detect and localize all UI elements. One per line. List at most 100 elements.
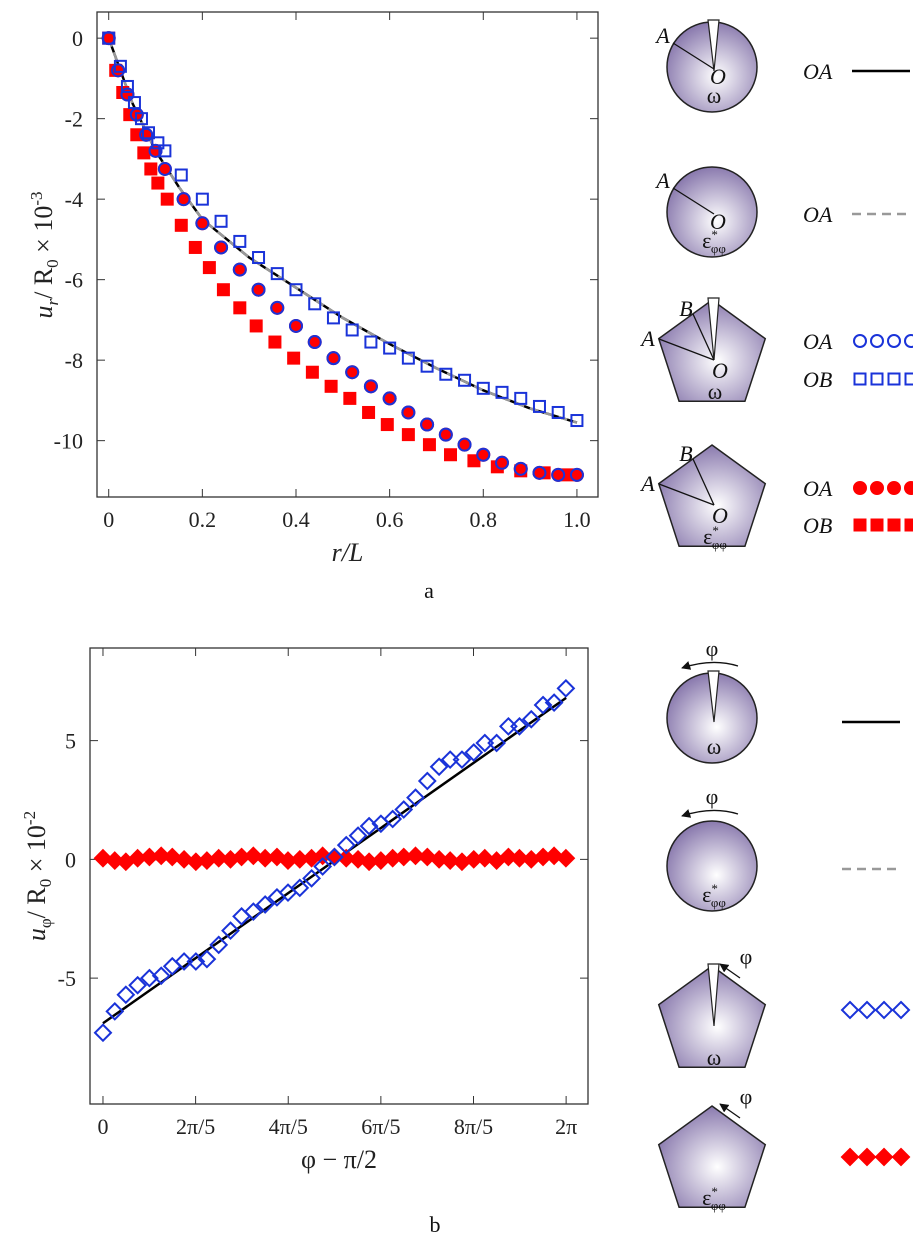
data-point: [406, 846, 425, 866]
data-point: [144, 162, 158, 176]
data-point: [401, 351, 415, 365]
x-axis-label: r/L: [332, 538, 364, 567]
data-point: [417, 771, 437, 791]
diagram-arrow: [681, 809, 739, 818]
data-point: [362, 405, 376, 419]
diagram-slit: [707, 297, 720, 361]
data-point: [252, 251, 266, 265]
legend-swatch: [857, 1147, 877, 1167]
diagram-label-part: φφ: [712, 537, 727, 552]
diagram-label-part: *: [711, 1184, 718, 1199]
diagram-arrow: [719, 1103, 741, 1119]
data-point: [440, 851, 460, 870]
diagram-label: O: [710, 64, 726, 89]
data-point: [232, 262, 247, 277]
data-point: [458, 373, 472, 387]
data-point: [214, 240, 229, 255]
y-axis-label-part: 0: [36, 879, 55, 888]
legend-swatch: [891, 1147, 911, 1167]
y-tick-label: -2: [65, 107, 83, 132]
data-point: [363, 379, 378, 394]
legend-swatch: [891, 1000, 911, 1020]
data-point: [382, 391, 397, 406]
data-point: [176, 192, 191, 207]
diagram-label-part: ε: [702, 1185, 711, 1210]
legend-swatch: [853, 372, 867, 386]
panel-label: a: [424, 578, 434, 603]
diagram-slit: [707, 670, 720, 723]
data-point: [444, 448, 458, 462]
diagram-line: [658, 338, 715, 361]
data-point: [289, 283, 303, 297]
data-point: [498, 847, 518, 867]
data-point: [105, 1001, 125, 1021]
data-point: [255, 895, 275, 914]
legend-swatch: [840, 1147, 860, 1167]
x-axis-label: φ − π/2: [301, 1145, 377, 1174]
data-point: [139, 127, 154, 142]
y-axis-label-part: -2: [20, 811, 39, 825]
data-point: [476, 447, 491, 462]
data-point: [439, 367, 453, 381]
data-point: [476, 381, 490, 395]
legend-label: OA: [803, 202, 833, 227]
legend-label: OA: [803, 329, 833, 354]
y-axis-label-part: × 10: [22, 825, 51, 879]
data-point: [186, 952, 206, 971]
diagram-label: ε* φφ: [702, 227, 726, 256]
data-point: [113, 59, 127, 73]
diagram-label-part: ε: [703, 524, 712, 549]
legend-swatch: [853, 334, 867, 348]
data-point: [487, 733, 507, 753]
data-point: [120, 87, 135, 102]
diagram-line: [692, 458, 715, 506]
data-point: [216, 283, 230, 297]
data-point: [233, 301, 247, 315]
legend-swatch: [874, 1000, 894, 1020]
y-axis-label-part: / R: [29, 267, 58, 299]
data-point: [420, 359, 434, 373]
data-point: [429, 757, 449, 777]
data-point: [406, 788, 425, 808]
diagram-label: O: [712, 358, 728, 383]
data-point: [556, 678, 576, 698]
data-point: [305, 365, 319, 379]
data-point: [308, 297, 322, 311]
diagram-shape: [657, 965, 767, 1069]
data-point: [452, 750, 472, 770]
data-point: [551, 405, 565, 419]
y-axis-label-part: / R: [22, 887, 51, 919]
data-point: [383, 809, 403, 829]
data-point: [475, 848, 495, 868]
diagram-label: φ: [706, 784, 719, 809]
data-point: [142, 126, 156, 140]
data-point: [394, 800, 414, 819]
diagram-label-part: ε: [702, 882, 711, 907]
panel-label: b: [430, 1212, 441, 1237]
legend-label: OA: [803, 59, 833, 84]
data-point: [343, 391, 357, 405]
x-tick-label: 1.0: [563, 507, 591, 532]
legend-swatch: [887, 518, 901, 532]
data-point: [383, 341, 397, 355]
data-point: [202, 261, 216, 275]
data-point: [510, 716, 529, 736]
data-point: [158, 144, 172, 158]
y-tick-label: -8: [65, 348, 83, 373]
data-point: [420, 417, 435, 432]
diagram-slit: [707, 963, 720, 1027]
data-point: [495, 455, 510, 470]
x-tick-label: 6π/5: [361, 1114, 400, 1139]
x-tick-label: 0: [103, 507, 114, 532]
data-point: [532, 399, 546, 413]
data-point: [268, 335, 282, 349]
diagram-arrow: [681, 661, 739, 670]
data-point: [348, 849, 368, 869]
data-point: [251, 282, 266, 297]
data-point: [380, 418, 394, 432]
y-axis-label: ur/ R0 × 10-3: [27, 191, 62, 318]
legend-swatch: [887, 372, 901, 386]
data-point: [105, 851, 125, 870]
y-axis-label-part: 0: [43, 259, 62, 268]
legend-swatch: [853, 518, 867, 532]
